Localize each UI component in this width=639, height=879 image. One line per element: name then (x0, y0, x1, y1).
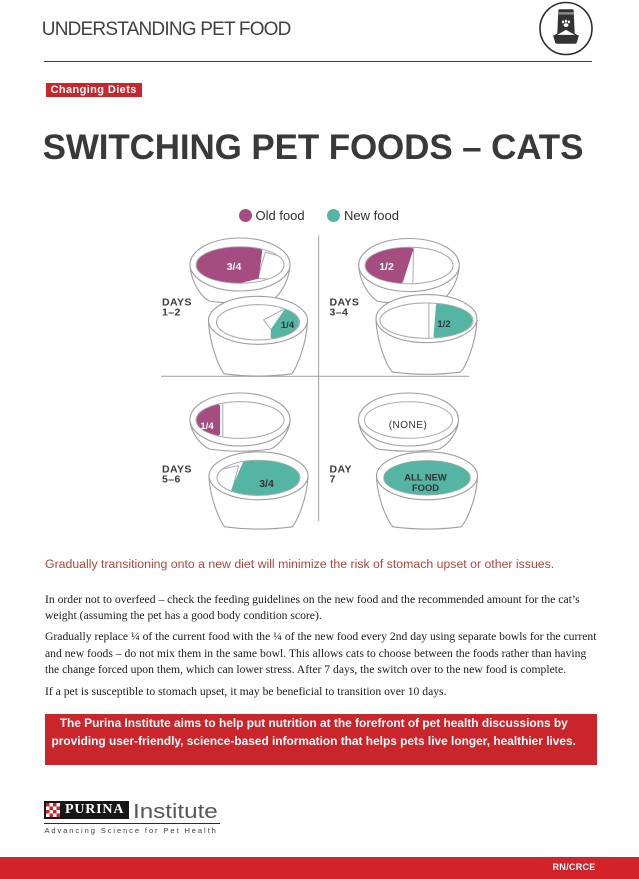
svg-text:3–4: 3–4 (330, 306, 349, 318)
svg-text:1/4: 1/4 (200, 421, 214, 432)
svg-text:3/4: 3/4 (227, 261, 242, 273)
svg-text:DAYS: DAYS (330, 297, 360, 309)
svg-text:1–2: 1–2 (162, 306, 181, 318)
svg-text:DAY: DAY (330, 464, 352, 476)
svg-text:7: 7 (330, 473, 336, 485)
svg-text:(NONE): (NONE) (389, 420, 428, 431)
svg-text:5–6: 5–6 (162, 473, 181, 485)
svg-text:DAYS: DAYS (162, 464, 192, 476)
svg-text:3/4: 3/4 (259, 478, 274, 490)
svg-text:1/4: 1/4 (281, 320, 295, 331)
svg-text:FOOD: FOOD (412, 482, 439, 493)
svg-text:1/2: 1/2 (379, 261, 394, 273)
svg-text:DAYS: DAYS (162, 297, 192, 309)
svg-text:ALL NEW: ALL NEW (404, 471, 447, 482)
svg-text:1/2: 1/2 (437, 319, 450, 330)
